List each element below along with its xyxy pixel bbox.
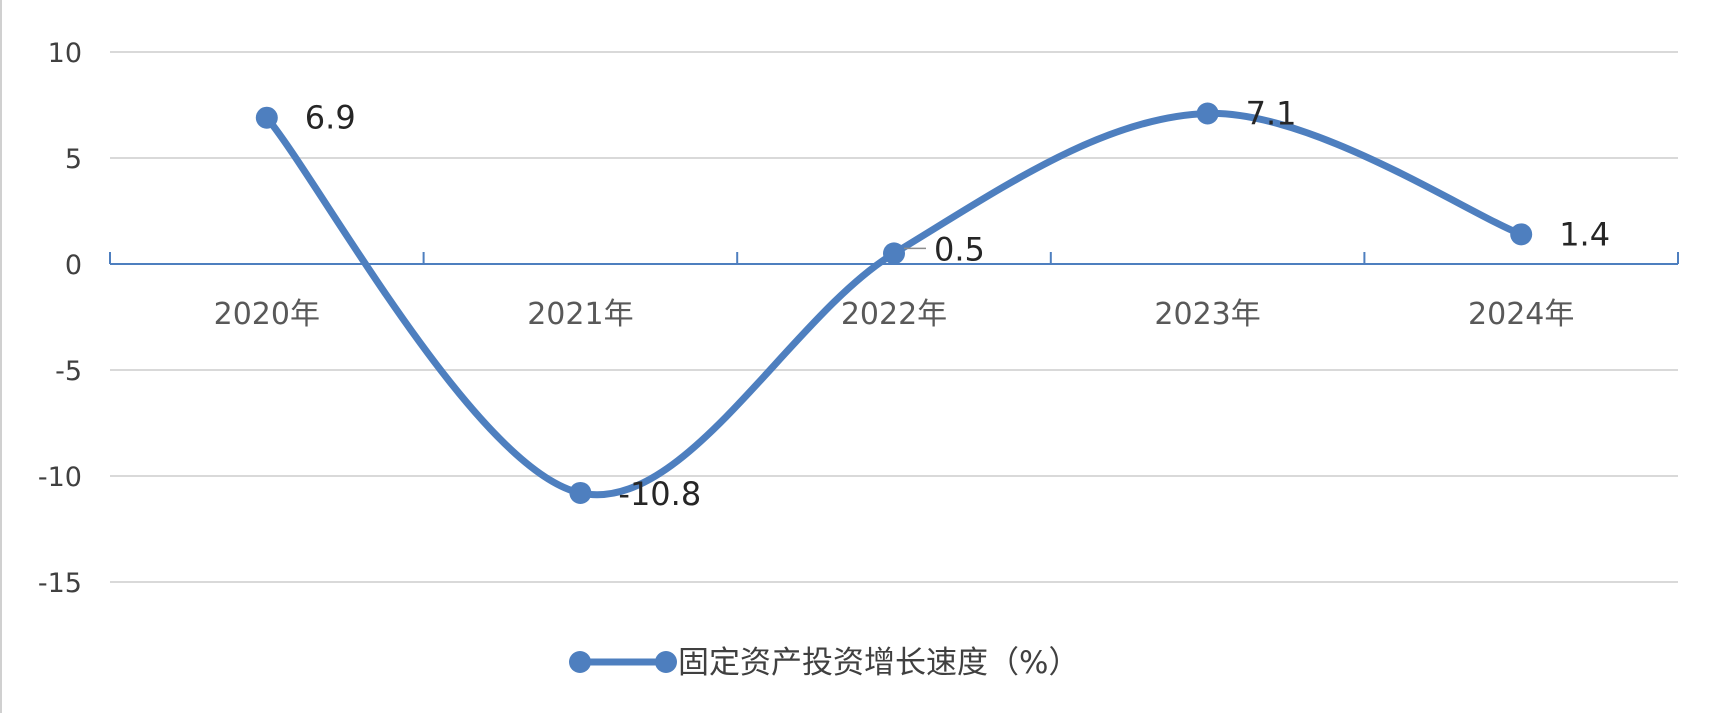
x-tick-label: 2021年	[527, 297, 633, 332]
data-labels: 6.9 -10.8 0.5 7.1 1.4	[305, 94, 1610, 512]
data-label: 7.1	[1246, 94, 1297, 132]
data-point	[1510, 223, 1533, 246]
data-label: 1.4	[1559, 215, 1610, 253]
data-point	[569, 481, 592, 504]
y-tick-label: -15	[38, 568, 82, 599]
series-line	[263, 109, 1525, 499]
left-border	[0, 0, 2, 713]
y-tick-label: 0	[65, 250, 82, 281]
data-point	[255, 106, 278, 129]
series-lines	[255, 102, 1533, 504]
y-tick-label: 5	[65, 144, 82, 175]
legend[interactable]: 固定资产投资增长速度（%）	[569, 645, 1079, 681]
data-point	[883, 242, 905, 265]
x-tick-label: 2024年	[1468, 297, 1574, 332]
legend-marker	[569, 651, 591, 673]
legend-label: 固定资产投资增长速度（%）	[678, 645, 1079, 681]
y-tick-label: 10	[48, 38, 82, 69]
data-label: -10.8	[618, 475, 701, 513]
legend-marker	[655, 651, 677, 673]
data-point	[1196, 102, 1219, 125]
data-label: 0.5	[934, 230, 985, 268]
y-tick-label: -10	[38, 462, 82, 493]
x-tick-label: 2020年	[214, 297, 320, 332]
y-tick-label: -5	[55, 356, 82, 387]
data-label: 6.9	[305, 99, 356, 137]
x-tick-label: 2022年	[841, 297, 947, 332]
x-axis-ticks: 2020年 2021年 2022年 2023年 2024年	[214, 297, 1575, 332]
x-tick-label: 2023年	[1154, 297, 1260, 332]
y-axis-ticks: 10 5 0 -5 -10 -15	[38, 38, 82, 599]
grid-lines	[110, 51, 1678, 583]
